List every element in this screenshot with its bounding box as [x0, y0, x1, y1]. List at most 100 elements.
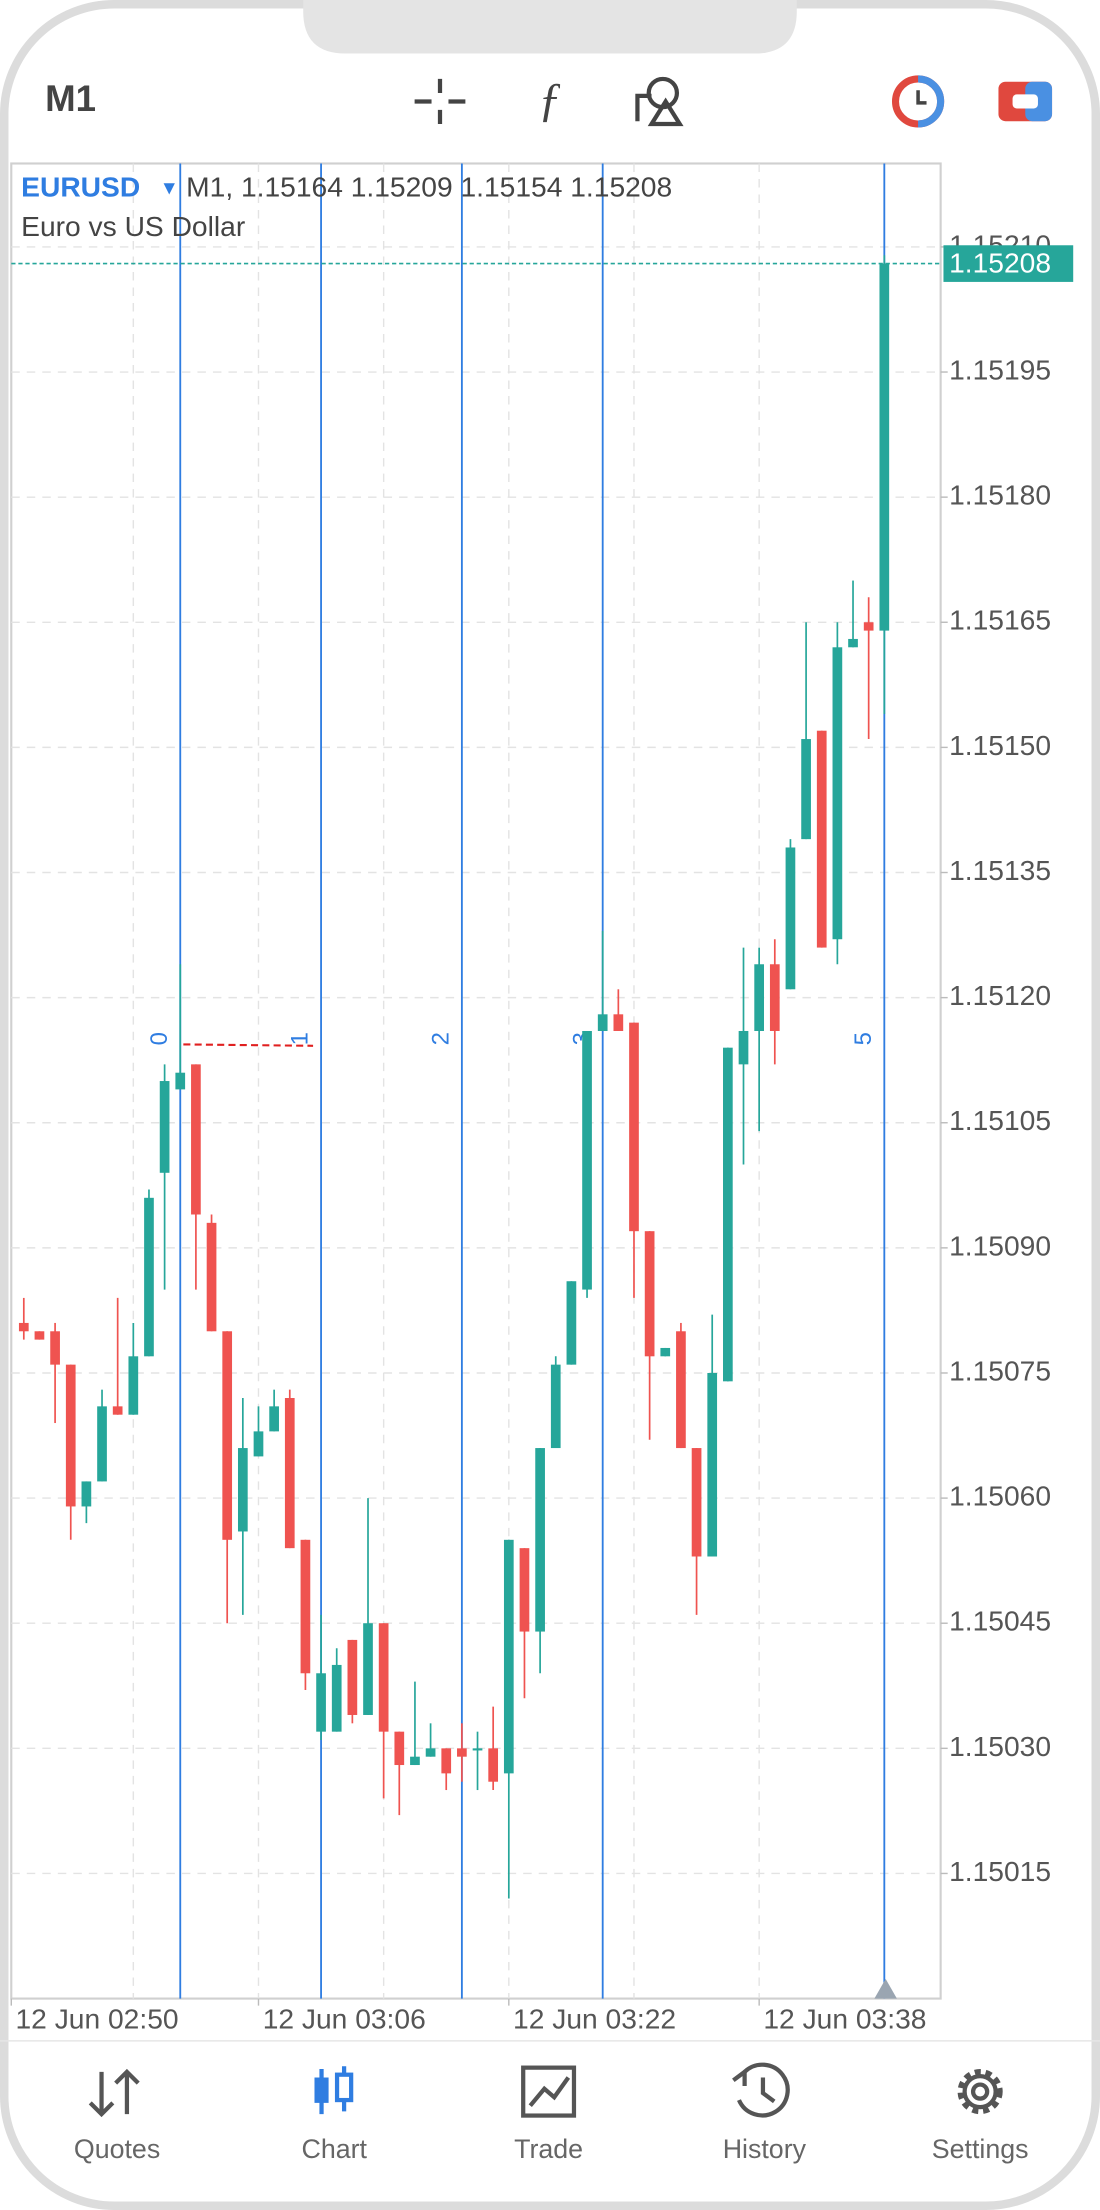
candle-body [18, 1322, 29, 1332]
candle-body [613, 1014, 624, 1031]
tab-settings[interactable]: Settings [932, 2069, 1029, 2164]
time-zone-label: 1 [287, 1032, 314, 1045]
candle-body [112, 1406, 123, 1415]
candle-body [253, 1431, 264, 1457]
candle-body [425, 1748, 436, 1757]
candle-body [738, 1030, 749, 1065]
notch [303, 0, 797, 54]
plot: 12 Jun 02:50 12 Jun 03:06 12 Jun 03:22 12 J… [10, 163, 1074, 2035]
y-tick-label: 1.15165 [949, 604, 1051, 636]
x-tick-label: 12 Jun 03:06 [263, 2003, 426, 2035]
candle-body [441, 1748, 452, 1774]
candle-body [269, 1406, 279, 1432]
candle-body [331, 1664, 342, 1732]
candle-body [222, 1331, 233, 1540]
candle-body [582, 1030, 592, 1290]
candle-body [284, 1398, 295, 1549]
symbol-menu-arrow[interactable] [163, 183, 175, 195]
candle-body [97, 1406, 107, 1482]
objects-icon[interactable] [635, 76, 684, 127]
candle-body [237, 1448, 248, 1532]
candle-body [801, 739, 811, 840]
tab-label: History [723, 2134, 807, 2164]
timeframe-button[interactable]: M1 [45, 78, 96, 119]
candle-body [832, 647, 843, 940]
x-tick-label: 12 Jun 02:50 [16, 2003, 179, 2035]
candle-body [410, 1756, 420, 1766]
candle-body [863, 622, 874, 631]
symbol-description: Euro vs US Dollar [21, 210, 245, 242]
y-tick-label: 1.15120 [949, 979, 1051, 1011]
tab-label: Chart [301, 2134, 367, 2164]
candle-body [394, 1731, 405, 1766]
candle-body [676, 1331, 686, 1449]
candle-body [691, 1448, 702, 1557]
y-tick-label: 1.15015 [949, 1855, 1051, 1887]
tab-history[interactable]: History [723, 2062, 807, 2164]
price-label: 1.15208 [949, 246, 1051, 278]
tab-label: Trade [514, 2134, 583, 2164]
y-tick-label: 1.15150 [949, 729, 1051, 761]
candle-body [457, 1748, 467, 1757]
candle-body [785, 847, 796, 990]
y-tick-label: 1.15135 [949, 854, 1051, 886]
y-tick-label: 1.15030 [949, 1730, 1051, 1762]
one-click-icon[interactable] [891, 75, 945, 128]
ohlc-info: M1, 1.15164 1.15209 1.15154 1.15208 [186, 170, 672, 202]
candle-body [816, 730, 827, 948]
chart-frame [10, 162, 942, 2000]
candle-body [879, 263, 890, 631]
tab-chart[interactable]: Chart [301, 2066, 368, 2164]
candle-body [50, 1331, 60, 1365]
time-zone-label: 5 [850, 1032, 877, 1045]
indicators-icon[interactable]: ƒ [538, 73, 562, 126]
chart-shift-marker [874, 1978, 897, 1999]
candle-body [206, 1222, 217, 1332]
tab-quotes[interactable]: Quotes [74, 2068, 160, 2164]
time-zone-label: 0 [146, 1032, 173, 1045]
candle-body [378, 1623, 389, 1732]
trade-icon[interactable] [998, 81, 1053, 122]
x-tick-label: 12 Jun 03:38 [763, 2003, 926, 2035]
y-tick-label: 1.15105 [949, 1104, 1051, 1136]
candle-body [707, 1372, 718, 1557]
candle-body [754, 964, 765, 1031]
candle-body [347, 1639, 358, 1715]
candle-body [848, 638, 858, 648]
candle-body [175, 1072, 186, 1090]
candle-body [316, 1673, 326, 1732]
time-zone-label: 2 [427, 1032, 454, 1045]
candle-body [566, 1281, 577, 1365]
candle-body [300, 1539, 311, 1674]
candle-body [34, 1331, 45, 1340]
y-tick-label: 1.15060 [949, 1480, 1051, 1512]
candle-body [629, 1022, 639, 1232]
tab-label: Settings [932, 2134, 1029, 2164]
x-tick-label: 12 Jun 03:22 [513, 2003, 676, 2035]
y-tick-label: 1.15180 [949, 479, 1051, 511]
candle-body [597, 1014, 608, 1031]
price-label-box [943, 245, 1074, 282]
candle-body [550, 1364, 561, 1449]
candle-body [488, 1748, 499, 1782]
drawn-trendline [183, 1043, 314, 1047]
y-tick-label: 1.15195 [949, 353, 1051, 385]
tab-trade[interactable]: Trade [514, 2065, 583, 2164]
candle-body [644, 1231, 655, 1357]
candle-body [769, 964, 780, 1031]
candle-body [519, 1548, 530, 1632]
candle-body [65, 1364, 76, 1507]
symbol[interactable]: EURUSD [21, 170, 140, 202]
y-tick-label: 1.15045 [949, 1605, 1051, 1637]
candle-body [503, 1539, 514, 1774]
candle-body [723, 1047, 733, 1382]
candle-body [128, 1356, 139, 1415]
tab-label: Quotes [74, 2134, 160, 2164]
candle-body [363, 1623, 373, 1715]
y-tick-label: 1.15090 [949, 1229, 1051, 1261]
candle-body [660, 1347, 671, 1357]
crosshair-icon[interactable] [414, 78, 466, 125]
candle-body [144, 1197, 154, 1357]
